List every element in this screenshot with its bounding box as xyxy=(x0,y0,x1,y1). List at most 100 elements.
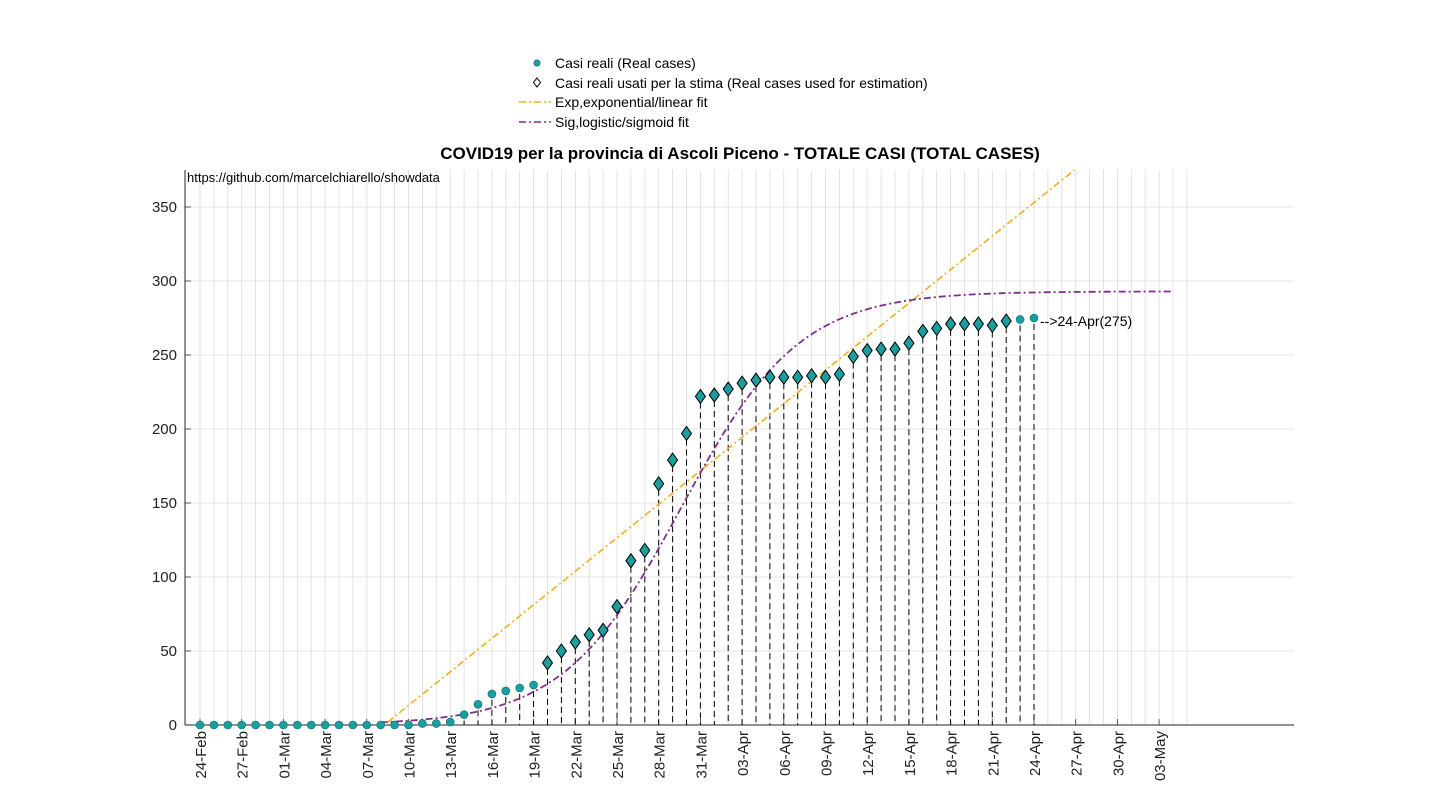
legend-label-estimation: Casi reali usati per la stima (Real case… xyxy=(555,75,928,91)
legend-marker-real-cases xyxy=(533,59,541,67)
y-tick-label: 300 xyxy=(152,273,177,290)
sigmoid-fit-line xyxy=(380,290,1173,724)
data-point xyxy=(1029,313,1039,323)
x-tick-label: 09-Apr xyxy=(819,731,836,776)
y-tick-label: 50 xyxy=(160,643,177,660)
estimation-point xyxy=(694,388,707,405)
x-tick-label: 10-Mar xyxy=(402,731,419,779)
estimation-point xyxy=(653,475,665,492)
estimation-point xyxy=(639,542,651,559)
y-tick-label: 250 xyxy=(152,347,177,364)
x-tick-label: 12-Apr xyxy=(860,731,877,776)
x-tick-label: 31-Mar xyxy=(693,731,710,779)
legend-marker-estimation xyxy=(532,77,542,88)
estimation-point xyxy=(917,323,929,340)
x-tick-label: 30-Apr xyxy=(1110,731,1127,776)
data-point xyxy=(251,720,260,730)
estimation-point xyxy=(792,369,804,386)
estimation-point xyxy=(750,372,762,389)
data-point xyxy=(501,686,511,696)
estimation-point xyxy=(847,348,859,365)
data-point xyxy=(473,699,483,709)
data-point xyxy=(390,720,399,730)
estimation-point xyxy=(736,375,748,391)
data-point xyxy=(279,720,288,730)
estimation-point xyxy=(986,317,998,334)
estimation-point xyxy=(931,320,943,337)
estimation-point xyxy=(778,369,790,386)
x-tick-label: 27-Feb xyxy=(235,731,252,779)
data-point xyxy=(487,689,497,699)
estimation-point xyxy=(611,598,623,615)
x-tick-label: 18-Apr xyxy=(944,731,961,776)
data-point xyxy=(348,720,358,730)
estimation-point xyxy=(833,366,846,383)
estimation-point xyxy=(541,654,554,671)
x-tick-label: 13-Mar xyxy=(443,731,460,779)
data-point xyxy=(445,717,455,727)
x-tick-label: 19-Mar xyxy=(527,731,544,779)
y-tick-label: 0 xyxy=(169,717,177,734)
data-point xyxy=(515,683,525,693)
y-tick-label: 200 xyxy=(152,421,177,438)
data-point xyxy=(306,720,316,730)
chart-title: COVID19 per la provincia di Ascoli Picen… xyxy=(440,144,1040,163)
estimation-point xyxy=(944,316,957,332)
legend-label-sigmoid: Sig,logistic/sigmoid fit xyxy=(555,114,689,130)
estimation-point xyxy=(805,367,818,384)
estimation-point xyxy=(583,626,595,643)
data-point xyxy=(1015,315,1025,324)
data-point xyxy=(223,720,233,730)
source-note: https://github.com/marcelchiarello/showd… xyxy=(187,170,441,185)
estimation-point xyxy=(1000,313,1012,329)
x-tick-label: 03-Apr xyxy=(735,731,752,776)
last-value-annotation: -->24-Apr(275) xyxy=(1040,313,1132,329)
x-tick-label: 16-Mar xyxy=(485,731,502,779)
x-tick-label: 04-Mar xyxy=(318,731,335,779)
data-point xyxy=(362,720,372,730)
x-tick-label: 27-Apr xyxy=(1069,731,1086,776)
data-point xyxy=(320,720,330,730)
x-tick-label: 24-Feb xyxy=(193,731,210,779)
data-point xyxy=(292,720,302,730)
legend-label-linear: Exp,exponential/linear fit xyxy=(555,94,708,110)
y-tick-label: 150 xyxy=(152,495,177,512)
estimation-point xyxy=(972,316,985,332)
x-tick-label: 25-Mar xyxy=(610,731,627,779)
legend-label-real-cases: Casi reali (Real cases) xyxy=(555,55,696,71)
data-point xyxy=(418,719,427,728)
x-tick-label: 24-Apr xyxy=(1027,731,1044,776)
estimation-point xyxy=(680,425,693,442)
data-point xyxy=(376,720,386,730)
estimation-point xyxy=(764,369,776,386)
estimation-point xyxy=(861,342,873,359)
x-tick-label: 28-Mar xyxy=(652,731,669,779)
data-point xyxy=(459,710,469,719)
data-point xyxy=(195,720,205,730)
estimation-point xyxy=(889,341,901,357)
estimation-point xyxy=(722,381,734,397)
y-tick-label: 100 xyxy=(152,569,177,586)
x-tick-label: 15-Apr xyxy=(902,731,919,776)
data-point xyxy=(237,720,246,730)
estimation-point xyxy=(666,452,679,468)
data-point xyxy=(431,719,441,728)
estimation-point xyxy=(555,643,568,659)
y-tick-label: 350 xyxy=(152,199,177,216)
estimation-point xyxy=(819,369,832,386)
estimation-point xyxy=(903,335,915,352)
data-point xyxy=(404,720,413,730)
x-tick-label: 03-May xyxy=(1152,731,1169,782)
estimation-point xyxy=(569,634,581,650)
x-tick-label: 21-Apr xyxy=(985,731,1002,776)
linear-fit-line xyxy=(387,170,1076,723)
estimation-point xyxy=(625,552,637,569)
data-point xyxy=(529,680,538,690)
estimation-point xyxy=(875,341,887,357)
estimation-point xyxy=(597,622,609,639)
plot-area: 0 50 100 150 200 250 300 350 24-Feb 27-Feb 01-Mar 0… xyxy=(152,170,1294,782)
data-point xyxy=(209,720,219,730)
x-tick-label: 01-Mar xyxy=(276,731,293,779)
estimation-point xyxy=(708,387,720,403)
